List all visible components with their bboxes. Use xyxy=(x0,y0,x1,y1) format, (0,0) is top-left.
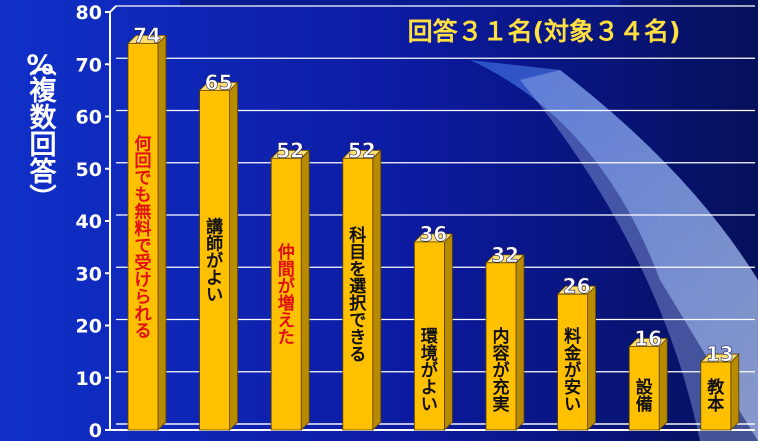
y-tick-label: 20 xyxy=(76,316,102,338)
bar-group: 26 料金が安い xyxy=(556,274,597,431)
data-label: 13 xyxy=(706,342,734,366)
y-axis-unit: % xyxy=(26,50,53,81)
bar-side xyxy=(515,253,525,431)
bar-side xyxy=(658,337,668,431)
title-strip xyxy=(180,0,620,6)
bar-group: 74 何回でも無料で受けられる xyxy=(127,23,167,431)
y-tick-label: 80 xyxy=(76,2,102,24)
category-label: 内容が充実 xyxy=(493,326,510,415)
data-label: 32 xyxy=(491,243,519,267)
bar xyxy=(413,241,445,431)
category-label: 何回でも無料で受けられる xyxy=(135,134,152,342)
bar-side xyxy=(229,81,239,431)
bar-side xyxy=(300,149,310,431)
background-swoosh xyxy=(470,60,758,441)
bar-group: 32 内容が充実 xyxy=(485,242,525,431)
bar xyxy=(628,345,660,431)
y-tick-label: 30 xyxy=(76,263,102,285)
category-label: 教本 xyxy=(706,377,725,415)
y-tick-labels: 0 10 20 30 40 50 60 70 80 xyxy=(76,2,110,441)
data-label: 26 xyxy=(563,274,591,298)
data-label: 36 xyxy=(419,222,447,246)
background-swoosh-light xyxy=(520,70,758,441)
data-label: 52 xyxy=(276,138,304,162)
bar xyxy=(270,157,302,431)
bar-group: 13 教本 xyxy=(699,342,740,431)
bar xyxy=(127,42,159,431)
bar xyxy=(700,361,732,431)
bar-group: 36 環境がよい xyxy=(413,222,454,431)
bar xyxy=(199,89,231,431)
y-tick-label: 0 xyxy=(89,420,102,441)
y-axis-label: （複数回答） xyxy=(25,49,57,211)
y-tick-label: 10 xyxy=(76,368,102,390)
bar-side xyxy=(443,232,453,431)
y-tick-label: 60 xyxy=(76,107,102,129)
category-label: 講師がよい xyxy=(206,217,223,306)
bar-group: 65 講師がよい xyxy=(198,70,239,431)
bar-group: 52 科目を選択できる xyxy=(341,138,382,431)
data-label: 65 xyxy=(205,70,233,94)
category-label: 仲間が増えた xyxy=(278,242,295,348)
y-tick-label: 50 xyxy=(76,159,102,181)
bar-group: 52 仲間が増えた xyxy=(270,138,311,431)
category-label: 料金が安い xyxy=(563,326,582,415)
bar-side xyxy=(157,34,167,431)
category-label: 環境がよい xyxy=(421,327,439,415)
bar-side xyxy=(372,149,382,431)
data-label: 16 xyxy=(634,326,662,350)
y-tick-label: 40 xyxy=(76,211,102,233)
category-label: 科目を選択できる xyxy=(349,225,367,365)
bars: 74 何回でも無料で受けられる 65 講師がよい 52 仲間が増えた 52 科目を選択できる 3… xyxy=(127,23,740,431)
bar-group: 16 設備 xyxy=(628,326,669,431)
data-label: 74 xyxy=(133,23,161,47)
category-label: 設備 xyxy=(636,377,654,415)
y-tick-label: 70 xyxy=(76,54,102,76)
bar xyxy=(557,293,588,431)
bar xyxy=(485,262,517,431)
respondent-note: 回答３１名(対象３４名) xyxy=(408,17,681,46)
bar-side xyxy=(587,285,596,431)
bar xyxy=(342,157,374,431)
data-label: 52 xyxy=(348,138,376,162)
